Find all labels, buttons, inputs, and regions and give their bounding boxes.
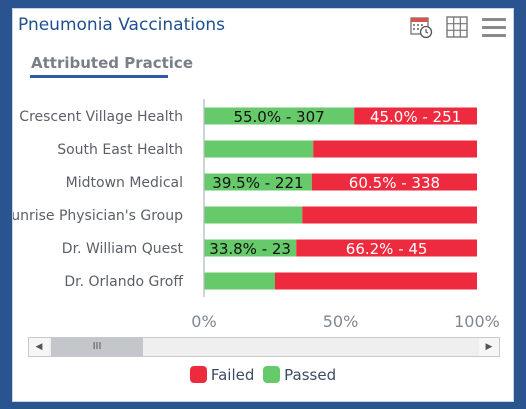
horizontal-scrollbar[interactable]: ◀ III ▶ bbox=[28, 337, 500, 357]
category-label: Midtown Medical bbox=[66, 175, 183, 191]
bar-passed bbox=[204, 272, 275, 290]
bar-passed bbox=[204, 239, 297, 257]
bar-passed bbox=[204, 206, 303, 224]
failed-swatch bbox=[189, 366, 207, 383]
widget-title: Pneumonia Vaccinations bbox=[18, 15, 225, 35]
chart-legend: Failed Passed bbox=[13, 366, 513, 384]
bar-failed bbox=[311, 173, 477, 191]
tab-underline bbox=[30, 75, 168, 78]
category-label: Sunrise Physician's Group bbox=[13, 208, 183, 224]
category-label: Dr. Orlando Groff bbox=[64, 274, 183, 290]
x-tick-label: 50% bbox=[323, 312, 359, 331]
data-label-failed: 45.0% - 251 bbox=[370, 108, 461, 126]
data-label-failed: 66.2% - 45 bbox=[346, 240, 428, 258]
category-label: Crescent Village Health bbox=[19, 109, 183, 125]
passed-swatch bbox=[263, 366, 281, 383]
bar-failed bbox=[313, 140, 477, 158]
hamburger-menu-icon[interactable] bbox=[481, 15, 507, 39]
category-label: South East Health bbox=[57, 142, 183, 158]
bar-passed bbox=[204, 140, 314, 158]
bar-chart: Crescent Village Health 55.0% - 307 45.0% … bbox=[13, 99, 500, 331]
x-tick-label: 0% bbox=[191, 312, 216, 331]
category-label: Dr. William Quest bbox=[62, 241, 184, 257]
legend-item-failed[interactable]: Failed bbox=[189, 366, 255, 384]
data-label-failed: 60.5% - 338 bbox=[349, 174, 440, 192]
chart-panel: Pneumonia Vaccinations Attributed Practi… bbox=[12, 8, 514, 402]
bar-failed bbox=[354, 107, 477, 125]
legend-item-passed[interactable]: Passed bbox=[263, 366, 336, 384]
tab-attributed-practice[interactable]: Attributed Practice bbox=[31, 54, 193, 72]
data-label-passed: 33.8% - 23 bbox=[209, 240, 291, 258]
x-tick-label: 100% bbox=[454, 312, 500, 331]
scroll-left-button[interactable]: ◀ bbox=[29, 338, 49, 356]
legend-label-passed: Passed bbox=[284, 366, 337, 384]
bar-failed bbox=[274, 272, 477, 290]
data-label-passed: 39.5% - 221 bbox=[212, 174, 303, 192]
grid-icon[interactable] bbox=[445, 15, 469, 39]
data-label-passed: 55.0% - 307 bbox=[233, 108, 324, 126]
bar-failed bbox=[302, 206, 477, 224]
bar-passed bbox=[204, 173, 312, 191]
bar-passed bbox=[204, 107, 355, 125]
scroll-thumb[interactable]: III bbox=[51, 338, 143, 356]
scroll-right-button[interactable]: ▶ bbox=[479, 338, 499, 356]
bar-failed bbox=[296, 239, 477, 257]
legend-label-failed: Failed bbox=[210, 366, 255, 384]
calendar-clock-icon[interactable] bbox=[409, 15, 433, 39]
